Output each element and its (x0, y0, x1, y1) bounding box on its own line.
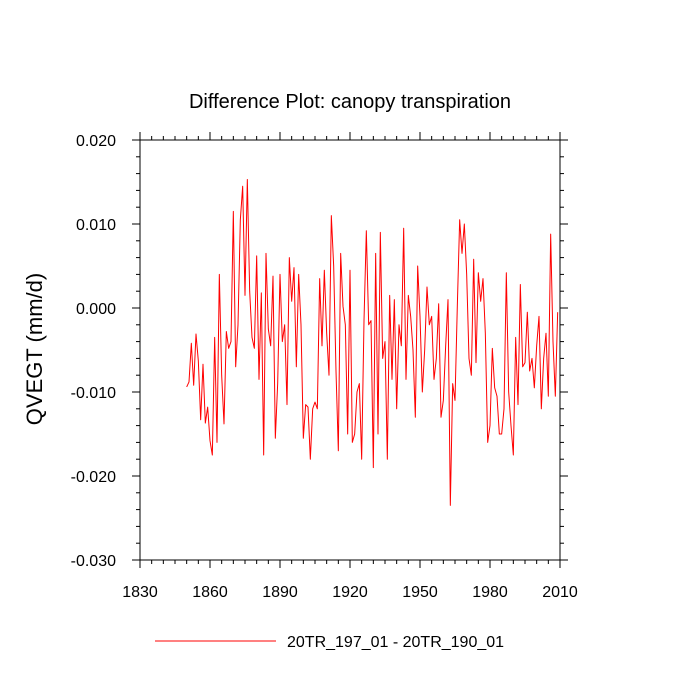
y-axis-label: QVEGT (mm/d) (22, 273, 47, 425)
x-tick-label: 1950 (402, 584, 438, 601)
y-tick-label: 0.010 (76, 217, 116, 234)
data-series (186, 178, 559, 506)
y-tick-label: -0.020 (71, 469, 116, 486)
x-tick-label: 1920 (332, 584, 368, 601)
plot-frame (139, 139, 561, 561)
axis-ticks: 1830 1860 1890 1920 1950 1980 2010 -0.030 -0.020… (71, 132, 578, 601)
y-tick-label: 0.020 (76, 133, 116, 150)
legend-label: 20TR_197_01 - 20TR_190_01 (287, 634, 504, 651)
x-tick-label: 1860 (192, 584, 228, 601)
y-tick-label: -0.030 (71, 553, 116, 570)
x-tick-label: 1980 (472, 584, 508, 601)
chart-title: Difference Plot: canopy transpiration (189, 91, 511, 113)
x-tick-label: 1830 (122, 584, 158, 601)
y-tick-label: -0.010 (71, 385, 116, 402)
x-tick-label: 2010 (542, 584, 578, 601)
legend: 20TR_197_01 - 20TR_190_01 (155, 634, 504, 651)
series-line (186, 178, 559, 506)
y-tick-label: 0.000 (76, 301, 116, 318)
x-tick-label: 1890 (262, 584, 298, 601)
